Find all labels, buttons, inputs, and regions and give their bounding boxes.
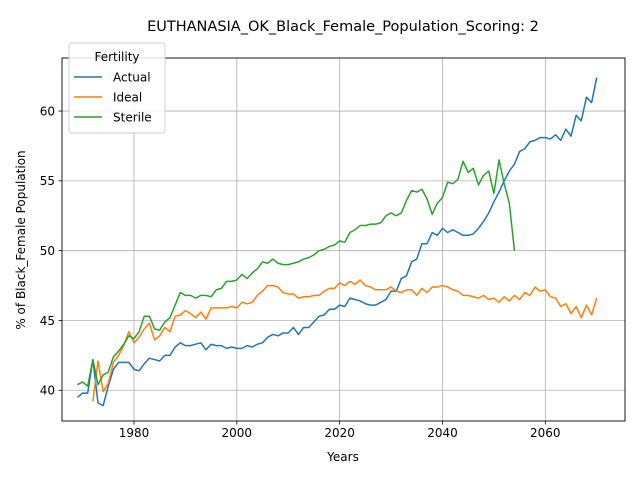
x-tick-label: 2060 [530,426,561,440]
x-tick-label: 2040 [427,426,458,440]
x-axis-label: Years [326,450,359,464]
legend-label-actual: Actual [113,70,151,84]
legend-label-sterile: Sterile [113,110,152,124]
legend-label-ideal: Ideal [113,90,142,104]
x-tick-label: 2000 [222,426,253,440]
plot-frame [61,57,626,422]
y-axis-label: % of Black_Female Population [14,150,28,329]
chart-title: EUTHANASIA_OK_Black_Female_Population_Sc… [147,19,539,35]
x-tick-label: 1980 [119,426,150,440]
legend-title: Fertility [94,50,139,64]
series-line-sterile [77,159,516,387]
y-tick-label: 45 [40,314,55,328]
series-line-actual [76,77,598,407]
axis-ticks: 1980 2000 2020 2040 2060 40 45 50 55 60 [40,104,561,440]
x-tick-label: 2020 [324,426,355,440]
grid-lines [62,58,625,421]
legend-box [68,42,166,134]
y-tick-label: 55 [40,174,55,188]
legend: Fertility Actual Ideal Sterile [68,42,166,134]
y-tick-label: 50 [40,244,55,258]
series-line-ideal [92,279,598,402]
series-layer [76,77,598,407]
y-tick-label: 60 [40,104,55,118]
y-tick-label: 40 [40,384,55,398]
